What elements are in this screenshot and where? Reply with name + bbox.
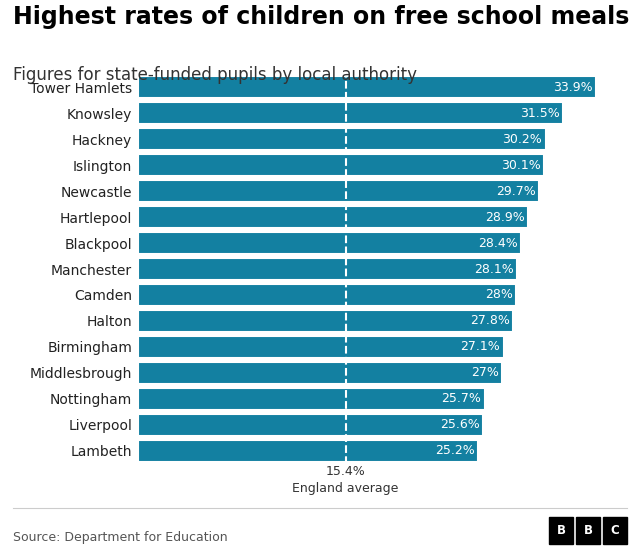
Text: 27%: 27% (471, 366, 499, 379)
Text: 33.9%: 33.9% (552, 81, 592, 94)
Text: 28%: 28% (484, 288, 513, 301)
Bar (138, 362, 502, 384)
Bar (138, 440, 478, 462)
Bar (138, 388, 485, 410)
Text: 28.9%: 28.9% (485, 210, 525, 223)
Text: 29.7%: 29.7% (496, 184, 536, 198)
Bar (138, 259, 517, 279)
Bar (138, 154, 544, 176)
Bar (138, 128, 546, 150)
Text: C: C (611, 524, 620, 537)
Text: Highest rates of children on free school meals: Highest rates of children on free school… (13, 5, 629, 30)
Text: 25.6%: 25.6% (440, 418, 480, 432)
Text: 30.2%: 30.2% (502, 132, 542, 145)
Text: Figures for state-funded pupils by local authority: Figures for state-funded pupils by local… (13, 66, 417, 84)
Text: 27.1%: 27.1% (461, 340, 500, 354)
Text: Source: Department for Education: Source: Department for Education (13, 530, 227, 544)
Text: 30.1%: 30.1% (501, 159, 541, 172)
Bar (138, 181, 539, 201)
Bar (138, 232, 522, 254)
Text: 15.4%
England average: 15.4% England average (292, 465, 399, 495)
Text: 31.5%: 31.5% (520, 107, 560, 120)
Text: 25.7%: 25.7% (442, 393, 481, 406)
Bar (138, 310, 513, 332)
Text: 27.8%: 27.8% (470, 315, 510, 328)
Bar (138, 76, 596, 98)
Bar (138, 206, 528, 228)
Text: B: B (584, 524, 593, 537)
Text: 28.1%: 28.1% (474, 262, 514, 276)
Bar (138, 284, 516, 306)
Text: 25.2%: 25.2% (435, 444, 475, 457)
Text: B: B (557, 524, 566, 537)
Bar (138, 103, 563, 124)
Bar (138, 414, 483, 435)
Text: 28.4%: 28.4% (478, 237, 518, 250)
Bar (138, 337, 504, 357)
